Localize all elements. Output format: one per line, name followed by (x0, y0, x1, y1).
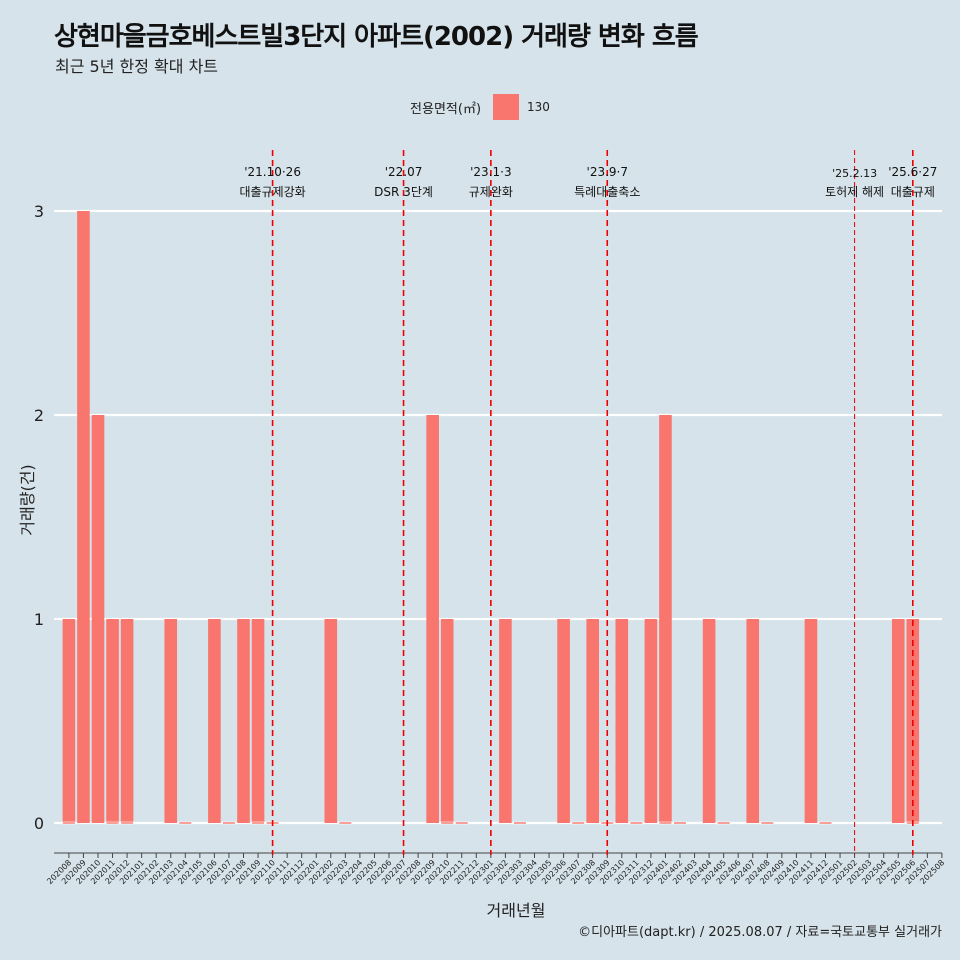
bar-zero-mark (251, 821, 265, 825)
legend-title: 전용면적(㎡) (410, 101, 482, 117)
bar-zero-mark (62, 821, 76, 825)
bar-zero-mark (571, 821, 585, 825)
bar (499, 619, 512, 823)
annotation-date: '23.9·7 (587, 165, 628, 179)
y-tick-label: 0 (34, 814, 44, 833)
y-axis-title: 거래량(건) (18, 464, 37, 535)
bar (164, 619, 178, 823)
annotation-date: '23.1·3 (470, 165, 511, 179)
bar (804, 619, 818, 823)
bar (659, 415, 672, 823)
source-caption: ©디아파트(dapt.kr) / 2025.08.07 / 자료=국토교통부 실… (578, 925, 942, 940)
annotation-date: '25.6·27 (888, 165, 937, 179)
bar (77, 211, 90, 823)
y-tick-label: 3 (34, 202, 44, 221)
bar-zero-mark (629, 821, 643, 825)
chart-subtitle: 최근 5년 한정 확대 차트 (55, 57, 219, 76)
legend: 전용면적(㎡) 130 (0, 94, 960, 120)
annotation-label: 규제완화 (469, 185, 513, 199)
annotation-label: 대출규제 (891, 185, 935, 199)
bar-zero-mark (673, 821, 687, 825)
bar-zero-mark (440, 821, 454, 825)
bar (91, 415, 105, 823)
annotation-label: 특례대출축소 (574, 185, 640, 199)
annotation-date: '22.07 (385, 165, 423, 179)
y-tick-label: 2 (34, 406, 44, 425)
annotation-date: '21.10·26 (244, 165, 301, 179)
annotation-label: 토허제 해제 (825, 185, 884, 199)
bar-zero-mark (178, 821, 192, 825)
annotation-label: 대출규제강화 (239, 185, 305, 199)
bar (557, 619, 570, 823)
bar (891, 619, 905, 823)
bar-zero-mark (105, 821, 120, 825)
bar (746, 619, 760, 823)
bar-zero-mark (338, 821, 352, 825)
bar-zero-mark (760, 821, 774, 825)
bar (106, 619, 119, 823)
x-axis-title: 거래년월 (487, 901, 546, 920)
bar (586, 619, 599, 823)
bar-zero-mark (222, 821, 236, 825)
bar-zero-mark (120, 821, 134, 825)
legend-label: 130 (527, 100, 550, 114)
bar-zero-mark (818, 821, 833, 825)
bar (237, 619, 250, 823)
bar (426, 415, 439, 823)
bar-zero-mark (513, 821, 527, 825)
bar (644, 619, 658, 823)
legend-swatch (493, 94, 520, 120)
y-tick-label: 1 (34, 610, 44, 629)
chart-title: 상현마을금호베스트빌3단지 아파트(2002) 거래량 변화 흐름 (54, 22, 699, 52)
bar (615, 619, 629, 823)
annotation-label: DSR 3단계 (374, 185, 433, 199)
bar (440, 619, 454, 823)
bar (324, 619, 338, 823)
bar (62, 619, 76, 823)
annotation-date: '25.2.13 (832, 167, 877, 180)
bar (208, 619, 221, 823)
bar (251, 619, 265, 823)
bar-zero-mark (717, 821, 731, 825)
bar-zero-mark (455, 821, 469, 825)
bar-zero-mark (658, 821, 673, 825)
bar (120, 619, 134, 823)
bar (702, 619, 716, 823)
